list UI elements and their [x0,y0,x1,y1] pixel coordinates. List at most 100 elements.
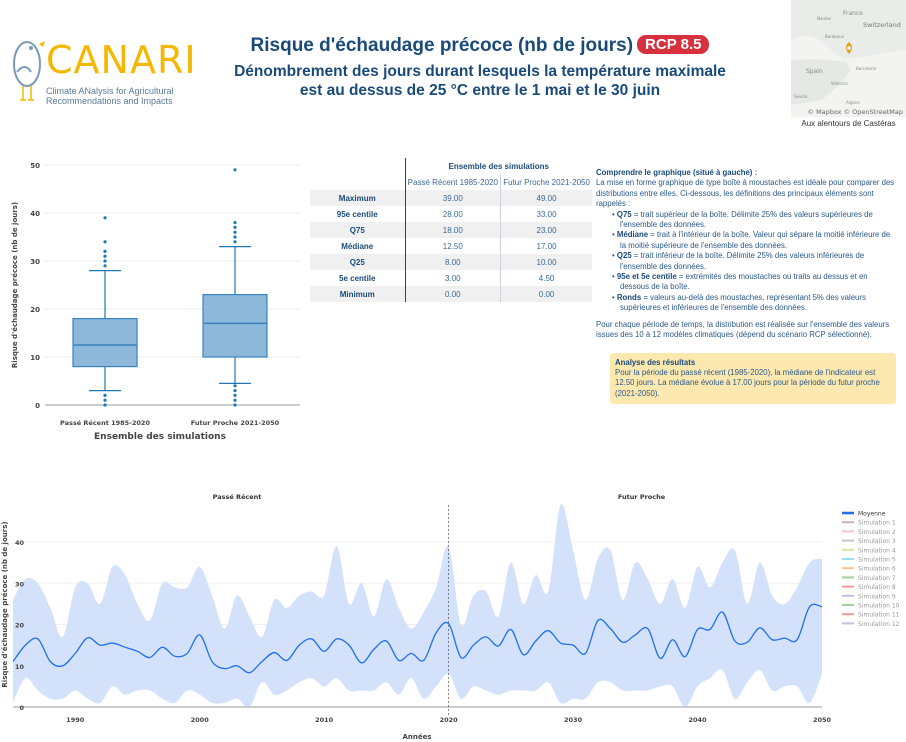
legend-label: Simulation 7 [858,575,896,582]
legend-label: Simulation 4 [858,547,896,554]
table-row: Q75 18.00 23.00 [310,222,592,238]
outlier-point [103,249,107,253]
legend-item[interactable]: Simulation 6 [842,566,896,573]
cell-value: 10.00 [500,254,592,270]
outlier-point [103,216,107,220]
map-label-valencia: Valencia [831,81,848,86]
legend-item[interactable]: Simulation 9 [842,593,896,600]
map-label-algiers: Algiers [846,100,860,105]
section-label-future: Futur Proche [618,493,666,501]
legend-item[interactable]: Simulation 11 [842,612,900,619]
definition-item: • Q75 = trait supérieur de la boîte. Dél… [612,209,873,230]
map-label-switzerland: Switzerland [863,21,901,29]
y-tick-label: 20 [30,306,40,314]
analysis-box: Analyse des résultats Pour la période du… [610,352,896,405]
legend-item[interactable]: Moyenne [842,511,886,518]
map-label-spain: Spain [806,68,823,75]
explanation-outro: Pour chaque période de temps, la distrib… [596,319,890,340]
location-map[interactable]: France Switzerland Nantes Bordeaux Spain… [791,0,906,117]
map-label-france: France [843,10,863,17]
definition-term: Médiane [616,230,649,240]
map-label-nantes: Nantes [817,16,831,21]
definition-text: = trait supérieur de la boîte. Délimite … [620,209,873,230]
outlier-point [103,398,107,402]
legend-item[interactable]: Simulation 4 [842,547,896,554]
explanation-heading: Comprendre le graphique (situé à gauche)… [596,168,758,177]
legend-label: Simulation 1 [858,520,896,527]
cell-value: 3.00 [404,270,501,286]
outlier-point [103,403,107,407]
explanation-intro: La mise en forme graphique de type boîte… [596,178,895,209]
legend-label: Moyenne [858,511,886,518]
outlier-point [233,398,237,402]
column-header: Futur Proche 2021-2050 [500,174,592,190]
table-row: Maximum 39.00 49.00 [310,190,592,206]
cell-value: 33.00 [500,206,592,222]
logo-tagline-1: Climate ANalysis for Agricultural [46,86,174,96]
logo-tagline-2: Recommendations and Impacts [46,96,173,106]
table-row: Minimum 0.00 0.00 [310,286,592,302]
legend-item[interactable]: Simulation 7 [842,575,896,582]
legend-item[interactable]: Simulation 12 [842,621,900,628]
y-axis-title: Risque d'échaudage précoce (nb de jours) [1,521,9,687]
outlier-point [233,235,237,239]
outlier-point [233,389,237,393]
x-tick-label: 2000 [191,716,210,724]
map-caption: Aux alentours de Castéras [801,119,896,128]
definition-text: = valeurs au-delà des moustaches, représ… [620,292,866,313]
section-label-past: Passé Récent [213,493,262,501]
outlier-point [103,264,107,268]
definition-text: = extrémités des moustaches ou traits au… [620,272,868,292]
legend-item[interactable]: Simulation 8 [842,584,896,591]
outlier-point [103,240,107,244]
definition-item: • Q25 = trait inférieur de la boîte. Dél… [612,251,865,271]
x-tick-label: 2050 [813,716,832,724]
legend-label: Simulation 6 [858,566,896,573]
cell-value: 23.00 [500,222,592,238]
legend-label: Simulation 2 [858,529,896,536]
x-tick-label: 2040 [688,716,707,724]
cell-value: 49.00 [500,190,592,206]
legend-item[interactable]: Simulation 1 [842,520,896,527]
row-label: 95e centile [336,209,378,219]
outlier-point [233,221,237,225]
box-iqr [202,294,268,358]
cell-value: 8.00 [404,254,501,270]
boxplot-chart: 0 10 20 30 40 50 Passé Récent 1985-2020 Futur P… [11,162,300,442]
row-label: Maximum [310,190,405,206]
map-label-sevilla: Sevilla [794,94,808,99]
definition-term: 95e et 5e centile [616,272,677,282]
outlier-point [233,225,237,229]
page-title: Risque d'échaudage précoce (nb de jours)… [230,34,730,58]
y-tick-label: 0 [19,704,24,712]
outlier-point [103,259,107,263]
cell-value: 17.00 [500,238,592,254]
cell-value: 0.00 [404,286,501,302]
legend-item[interactable]: Simulation 10 [842,603,900,610]
legend-label: Simulation 12 [858,621,900,628]
cell-value: 39.00 [404,190,501,206]
analysis-text: Pour la période du passé récent (1985-20… [615,367,880,398]
legend-item[interactable]: Simulation 5 [842,557,896,564]
legend-item[interactable]: Simulation 3 [842,538,896,545]
row-label: 5e centile [339,273,376,283]
outlier-point [233,230,237,234]
table-group-header: Ensemble des simulations [404,158,592,174]
outlier-point [103,254,107,258]
definition-term: Q75 [616,209,632,219]
column-header: Passé Récent 1985-2020 [404,174,501,190]
y-tick-label: 50 [30,162,40,170]
y-tick-label: 40 [15,539,25,547]
canari-bird-logo [13,41,45,101]
min-max-band [13,504,822,708]
y-tick-label: 20 [15,622,25,630]
definition-term: Q25 [616,251,632,261]
outlier-point [233,240,237,244]
legend-item[interactable]: Simulation 2 [842,529,896,536]
map-credit: © Mapbox © OpenStreetMap [808,108,904,116]
legend-label: Simulation 8 [858,584,896,591]
definition-list: • Q75 = trait supérieur de la boîte. Dél… [596,210,898,314]
x-axis-title: Années [402,733,431,741]
table-row: Q25 8.00 10.00 [310,254,592,270]
